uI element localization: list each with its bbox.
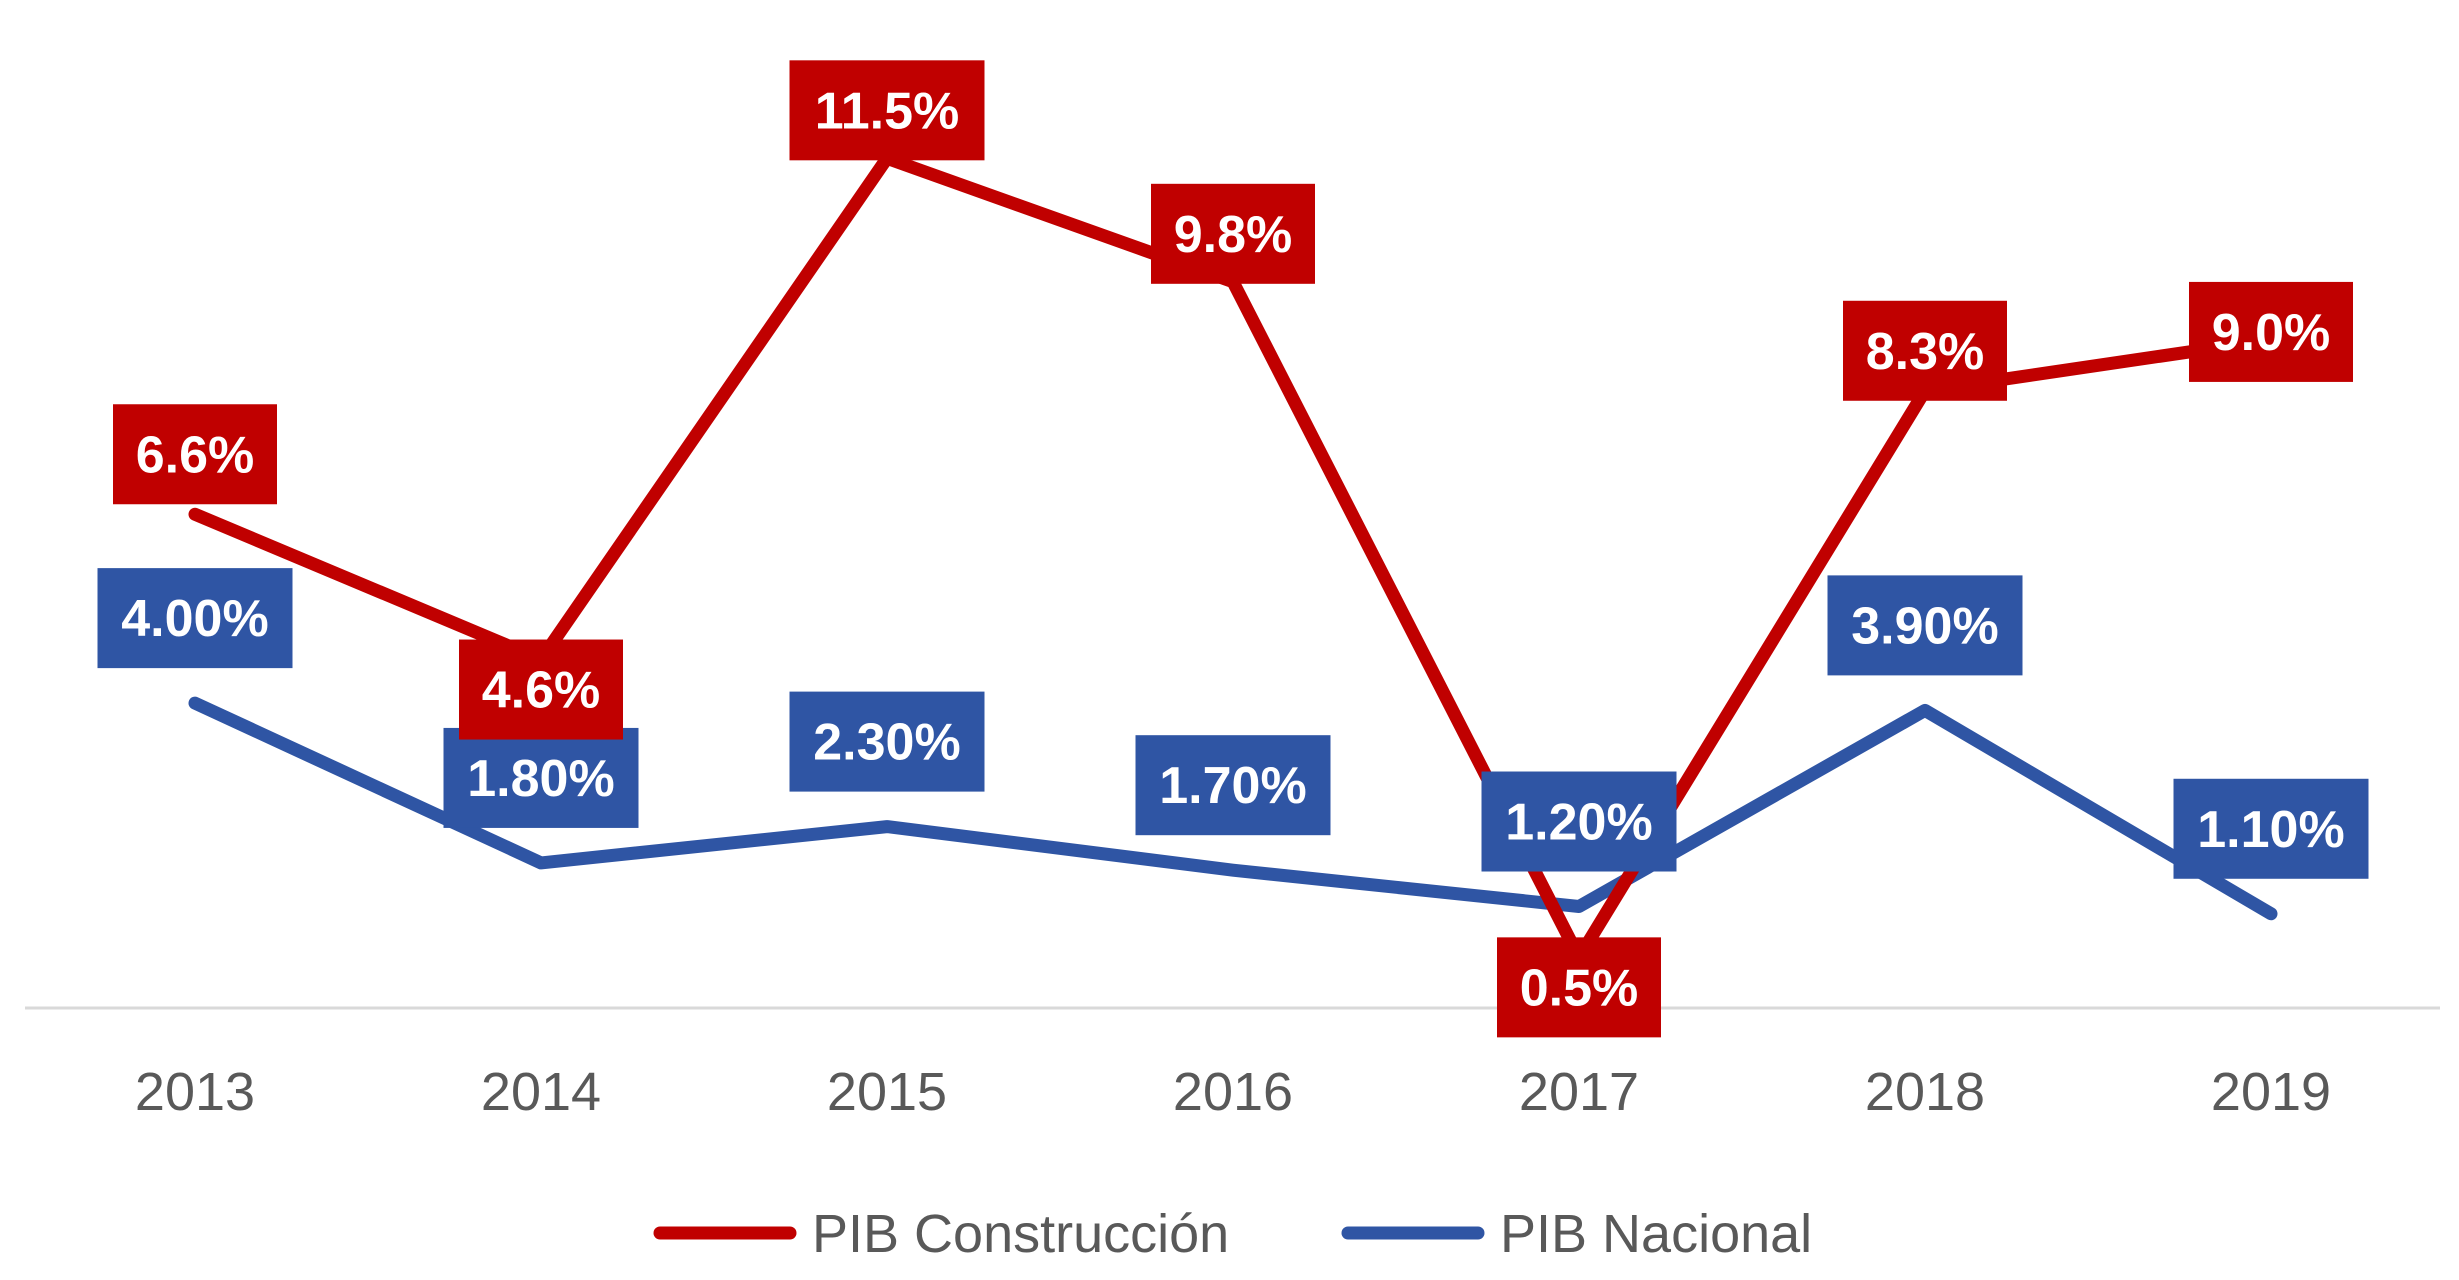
data-label-pib-construccion-2018: 8.3% [1843,300,2007,401]
x-tick-label-2016: 2016 [1173,1062,1293,1122]
x-tick-label-2013: 2013 [135,1062,255,1122]
data-label-pib-construccion-2013: 6.6% [113,404,277,505]
data-label-pib-nacional-2014: 1.80% [443,727,639,828]
x-tick-label-2015: 2015 [827,1062,947,1122]
data-label-box [1151,183,1315,284]
data-label-text: 8.3% [1866,323,1985,381]
data-label-pib-nacional-2019: 1.10% [2173,778,2369,879]
data-label-text: 9.0% [2212,304,2331,362]
data-label-box [2173,778,2369,879]
data-label-text: 2.30% [813,714,960,772]
data-label-pib-construccion-2014: 4.6% [459,639,623,740]
data-label-box [1497,937,1661,1038]
data-label-pib-construccion-2015: 11.5% [789,60,985,161]
data-label-pib-nacional-2016: 1.70% [1135,735,1331,836]
data-label-text: 1.80% [467,750,614,808]
data-label-pib-nacional-2013: 4.00% [97,568,293,669]
data-label-box [459,639,623,740]
data-label-box [1481,771,1677,872]
data-label-box [1135,735,1331,836]
data-label-pib-nacional-2018: 3.90% [1827,575,2023,676]
data-label-box [1843,300,2007,401]
data-label-box [113,404,277,505]
data-label-box [789,60,985,161]
data-label-text: 9.8% [1174,206,1293,264]
data-label-text: 1.20% [1505,794,1652,852]
data-label-text: 4.00% [121,590,268,648]
data-label-text: 4.6% [482,662,601,720]
data-label-box [443,727,639,828]
data-label-box [2189,281,2353,382]
legend-label: PIB Construcción [812,1204,1229,1264]
legend-item-pib-nacional: PIB Nacional [1341,1204,1812,1264]
x-tick-label-2018: 2018 [1865,1062,1985,1122]
x-tick-label-2014: 2014 [481,1062,601,1122]
data-label-text: 6.6% [136,426,255,484]
data-label-pib-nacional-2015: 2.30% [789,691,985,792]
data-label-box [789,691,985,792]
data-label-text: 3.90% [1851,597,1998,655]
x-tick-label-2019: 2019 [2211,1062,2331,1122]
data-label-text: 1.70% [1159,757,1306,815]
data-label-box [1827,575,2023,676]
legend-label: PIB Nacional [1500,1204,1812,1264]
data-label-pib-construccion-2016: 9.8% [1151,183,1315,284]
legend-item-pib-construccion: PIB Construcción [653,1204,1229,1264]
data-label-box [97,568,293,669]
x-tick-label-2017: 2017 [1519,1062,1639,1122]
data-label-pib-nacional-2017: 1.20% [1481,771,1677,872]
data-label-text: 0.5% [1520,959,1639,1017]
data-label-text: 1.10% [2197,801,2344,859]
data-label-pib-construccion-2017: 0.5% [1497,937,1661,1038]
data-label-text: 11.5% [815,82,960,140]
data-label-pib-construccion-2019: 9.0% [2189,281,2353,382]
series-line-pib-nacional [188,696,2278,921]
